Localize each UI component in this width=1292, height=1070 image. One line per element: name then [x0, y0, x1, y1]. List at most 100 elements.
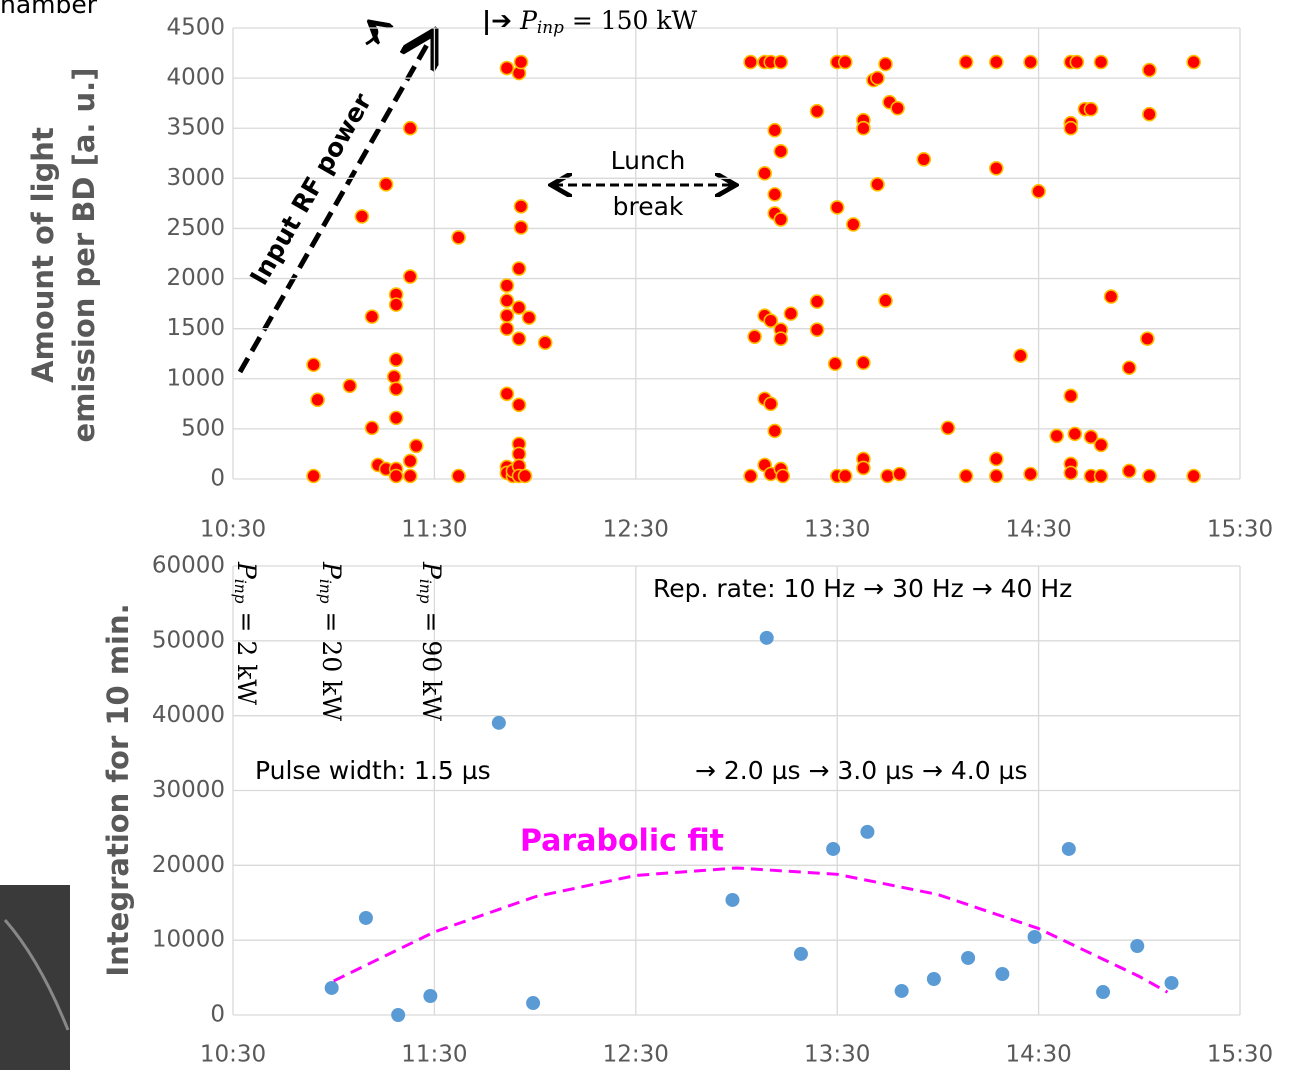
- curl-arrow: [365, 24, 377, 46]
- point: [1013, 348, 1028, 364]
- point: [809, 294, 825, 309]
- point: [1186, 468, 1201, 484]
- point: [856, 460, 871, 476]
- point: [499, 386, 515, 402]
- point: [402, 120, 418, 136]
- point: [526, 996, 541, 1011]
- point: [386, 369, 402, 385]
- point: [767, 187, 783, 202]
- point: [1130, 939, 1145, 954]
- point: [513, 54, 529, 70]
- point: [1067, 426, 1083, 442]
- point: [958, 468, 974, 484]
- point: [1142, 106, 1157, 122]
- x-tick-label: 14:30: [1005, 517, 1071, 543]
- point: [793, 946, 808, 961]
- point: [358, 910, 373, 925]
- point: [826, 841, 841, 856]
- point: [773, 143, 789, 159]
- point: [423, 988, 438, 1003]
- photo-fragment: [0, 885, 70, 1070]
- point: [809, 322, 825, 337]
- point: [499, 293, 515, 308]
- y-tick-label: 0: [210, 1002, 225, 1028]
- annotation-symbol: P: [519, 6, 538, 35]
- point: [757, 166, 772, 181]
- point: [1103, 289, 1119, 304]
- point: [1061, 841, 1076, 856]
- annotation-subscript: inp: [416, 579, 434, 604]
- x-tick-label: 13:30: [804, 1042, 870, 1068]
- y-tick-label: 50000: [152, 627, 225, 653]
- point: [364, 309, 380, 324]
- annotation-suffix: = 2 kW: [233, 612, 262, 706]
- point: [513, 199, 529, 214]
- x-tick-label: 12:30: [603, 1042, 669, 1068]
- point: [763, 396, 779, 412]
- point: [940, 420, 956, 436]
- annotation: Pinp = 20 kW: [316, 561, 347, 721]
- y-tick-label: 10000: [152, 927, 225, 953]
- point: [511, 397, 527, 413]
- y-tick-label: 2000: [166, 265, 225, 291]
- point: [388, 352, 404, 368]
- y-tick-label: 3000: [166, 165, 225, 191]
- point: [1023, 54, 1038, 70]
- point: [1023, 466, 1038, 482]
- point: [499, 60, 515, 76]
- annotation: Pinp = 90 kW: [416, 561, 447, 721]
- x-tick-label: 11:30: [401, 1042, 467, 1068]
- point: [1063, 465, 1079, 481]
- point: [995, 966, 1010, 981]
- point: [1083, 429, 1099, 445]
- point: [388, 410, 404, 426]
- point: [1121, 360, 1137, 376]
- point: [1069, 54, 1085, 70]
- point: [306, 357, 321, 373]
- y-tick-label: 40000: [152, 702, 225, 728]
- point: [364, 420, 380, 436]
- x-tick-label: 13:30: [804, 517, 870, 543]
- y-axis-title: emission per BD [a. u.]: [67, 68, 101, 443]
- annotation-suffix: = 20 kW: [318, 612, 347, 722]
- point: [354, 209, 370, 224]
- point: [521, 310, 537, 325]
- point: [856, 120, 871, 136]
- annotation: Rep. rate: 10 Hz → 30 Hz → 40 Hz: [653, 574, 1072, 603]
- point: [306, 468, 321, 484]
- y-tick-label: 2500: [166, 215, 225, 241]
- point: [837, 54, 853, 70]
- point: [916, 151, 932, 167]
- y-tick-label: 4000: [166, 65, 225, 91]
- annotation-suffix: = 150 kW: [572, 6, 698, 35]
- point: [1083, 101, 1099, 117]
- point: [926, 972, 941, 987]
- point: [517, 468, 533, 484]
- annotation-prefix: |➔: [482, 6, 512, 35]
- point: [402, 453, 418, 469]
- point: [775, 468, 791, 484]
- point: [773, 54, 789, 70]
- point: [870, 70, 885, 86]
- point: [378, 177, 394, 192]
- point: [310, 392, 325, 408]
- point: [1031, 184, 1046, 199]
- x-tick-label: 15:30: [1207, 517, 1273, 543]
- rf-power-arrow: [237, 36, 432, 374]
- point: [537, 335, 553, 350]
- point: [1093, 54, 1109, 70]
- point: [1049, 428, 1065, 444]
- fit-line: [333, 866, 1169, 994]
- point: [451, 230, 466, 245]
- point: [725, 892, 740, 907]
- point: [743, 468, 758, 484]
- point: [388, 297, 404, 312]
- annotation: → 2.0 µs → 3.0 µs → 4.0 µs: [695, 756, 1027, 785]
- point: [1142, 62, 1157, 78]
- point: [408, 438, 424, 454]
- point: [342, 378, 358, 394]
- point: [894, 983, 909, 998]
- point: [511, 261, 527, 276]
